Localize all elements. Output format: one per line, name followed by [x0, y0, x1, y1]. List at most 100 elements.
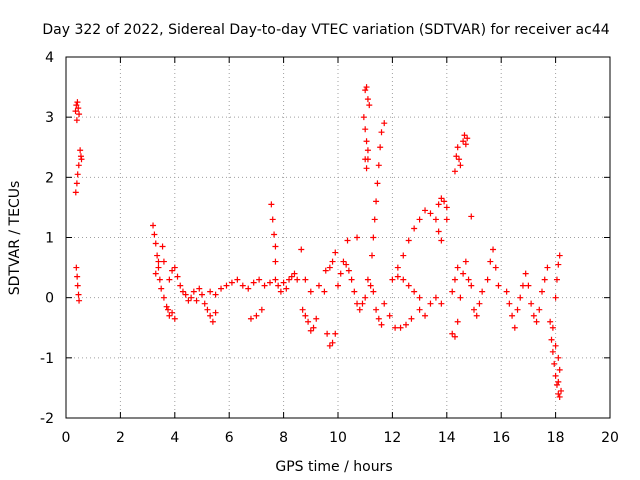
data-point — [291, 270, 298, 277]
data-point — [360, 114, 367, 121]
data-point — [332, 249, 339, 256]
data-point — [555, 354, 562, 361]
data-point — [362, 126, 369, 133]
data-point — [160, 294, 167, 301]
data-point — [553, 381, 560, 388]
data-point — [73, 180, 80, 187]
data-point — [487, 258, 494, 265]
data-point — [369, 252, 375, 259]
data-point — [422, 312, 429, 319]
data-point — [171, 315, 178, 322]
data-point — [378, 129, 385, 136]
data-point — [547, 318, 554, 325]
data-point — [73, 102, 80, 109]
x-axis-label: GPS time / hours — [275, 459, 392, 475]
data-point — [201, 300, 208, 307]
data-point — [364, 156, 371, 163]
data-point — [552, 294, 559, 301]
data-point — [313, 315, 320, 322]
data-point — [392, 324, 399, 331]
data-point — [196, 285, 203, 292]
data-point — [441, 198, 448, 205]
x-tick-label: 18 — [547, 430, 565, 446]
data-point — [193, 297, 200, 304]
data-point — [451, 168, 458, 175]
x-tick-label: 0 — [62, 430, 71, 446]
data-point — [400, 252, 407, 259]
data-point — [416, 306, 423, 313]
data-point — [427, 300, 434, 307]
data-point — [462, 258, 469, 265]
data-point — [280, 279, 287, 286]
data-point — [378, 321, 385, 328]
data-point — [476, 300, 483, 307]
data-point — [394, 264, 401, 271]
data-point — [177, 282, 184, 289]
data-point — [400, 276, 407, 283]
data-point — [403, 321, 409, 328]
data-point — [528, 300, 535, 307]
data-point — [207, 288, 214, 295]
data-point — [449, 288, 456, 295]
y-tick-label: 4 — [45, 50, 54, 66]
data-point — [465, 276, 472, 283]
data-point — [169, 267, 176, 274]
data-point — [174, 273, 181, 280]
data-point — [492, 264, 499, 271]
data-point — [453, 153, 460, 160]
data-point — [286, 276, 293, 283]
data-point — [283, 285, 290, 292]
data-point — [78, 156, 85, 163]
data-point — [166, 276, 173, 283]
data-point — [460, 270, 467, 277]
data-point — [258, 306, 265, 313]
data-point — [541, 276, 548, 283]
data-point — [74, 99, 81, 106]
data-point — [544, 264, 551, 271]
y-tick-label: -1 — [40, 351, 54, 367]
data-point — [171, 264, 178, 271]
data-point — [373, 306, 380, 313]
data-point — [539, 288, 545, 295]
data-point — [367, 282, 374, 289]
data-point — [435, 201, 442, 208]
x-tick-label: 6 — [225, 430, 234, 446]
data-point — [381, 300, 388, 307]
data-point — [457, 162, 464, 169]
data-point — [302, 312, 309, 319]
data-point — [150, 222, 157, 229]
data-point — [432, 294, 439, 301]
data-point — [552, 342, 559, 349]
data-point — [329, 258, 336, 265]
data-point — [204, 306, 211, 313]
data-point — [166, 312, 173, 319]
grid-lines — [66, 57, 610, 418]
data-point — [151, 231, 158, 238]
data-point — [454, 264, 461, 271]
data-point — [207, 312, 214, 319]
data-point — [75, 105, 82, 112]
data-point — [558, 387, 565, 394]
data-point — [288, 273, 295, 280]
data-point — [416, 294, 423, 301]
data-point — [340, 258, 347, 265]
data-point — [77, 147, 84, 154]
data-points — [72, 84, 565, 400]
data-point — [427, 210, 434, 217]
data-point — [277, 288, 284, 295]
data-point — [345, 267, 352, 274]
x-tick-label: 14 — [438, 430, 456, 446]
data-point — [199, 291, 205, 298]
data-point — [530, 312, 537, 319]
data-point — [326, 342, 333, 349]
y-axis-label: SDTVAR / TECUs — [7, 181, 23, 296]
data-point — [364, 147, 371, 154]
data-point — [218, 285, 225, 292]
data-point — [165, 306, 171, 313]
data-point — [451, 333, 458, 340]
data-point — [449, 330, 456, 337]
data-point — [555, 390, 562, 397]
data-point — [375, 315, 382, 322]
chart-title: Day 322 of 2022, Sidereal Day-to-day VTE… — [42, 22, 609, 38]
